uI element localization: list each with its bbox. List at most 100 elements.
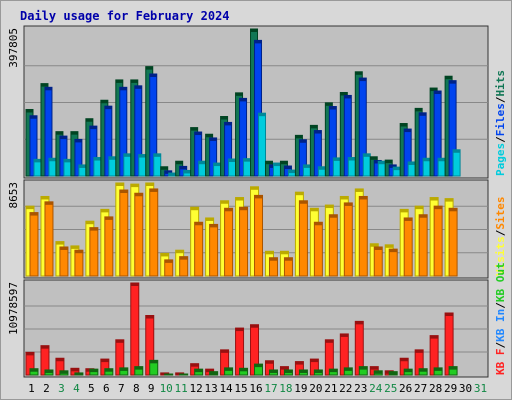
bar-cap xyxy=(70,245,79,249)
bar-cap xyxy=(445,312,454,316)
legend-entry: Hits xyxy=(494,70,507,97)
bar-cap xyxy=(314,369,323,373)
bar-sites-day-19 xyxy=(298,200,308,277)
bar-cap xyxy=(404,369,413,373)
bar-cap xyxy=(115,79,123,83)
bar-cap xyxy=(359,78,367,82)
bar-cap xyxy=(344,367,353,371)
bar-cap xyxy=(434,91,442,95)
bar-cap xyxy=(430,335,439,339)
bar-cap xyxy=(89,227,98,231)
bar-cap xyxy=(130,79,138,83)
bar-cap xyxy=(250,186,259,190)
legend-entry: / xyxy=(494,136,507,143)
x-tick-label-day-8: 8 xyxy=(133,382,140,395)
bar-cap xyxy=(59,246,68,250)
bar-cap xyxy=(194,132,202,136)
bar-cap xyxy=(30,212,38,216)
bar-cap xyxy=(325,205,334,209)
bar-cap xyxy=(198,161,206,165)
bar-cap xyxy=(359,196,368,200)
bar-cap xyxy=(295,135,303,139)
bar-cap xyxy=(55,131,63,135)
bar-cap xyxy=(430,88,438,92)
bar-cap xyxy=(179,374,188,375)
bar-cap xyxy=(104,106,112,110)
bar-sites-day-25 xyxy=(388,248,398,277)
bar-cap xyxy=(295,192,304,196)
bar-cap xyxy=(449,366,458,370)
bar-cap xyxy=(224,208,233,212)
bar-cap xyxy=(40,345,49,349)
bar-cap xyxy=(104,216,113,220)
bar-cap xyxy=(355,71,363,75)
y-max-label: 8653 xyxy=(7,182,20,209)
bar-cap xyxy=(26,206,34,210)
bar-cap xyxy=(149,74,157,78)
bar-sites-day-20 xyxy=(313,221,323,277)
x-tick-label-day-5: 5 xyxy=(88,382,95,395)
bar-cap xyxy=(209,371,218,375)
bar-cap xyxy=(348,157,356,161)
x-tick-label-day-26: 26 xyxy=(399,382,412,395)
bar-cap xyxy=(254,40,262,44)
bar-cap xyxy=(419,112,427,116)
bar-cap xyxy=(235,92,243,96)
bar-cap xyxy=(224,367,233,371)
bar-sites-day-21 xyxy=(328,214,338,277)
bar-cap xyxy=(340,196,349,200)
bar-cap xyxy=(359,366,368,370)
bar-cap xyxy=(115,339,124,343)
bar-cap xyxy=(89,126,97,130)
x-tick-label-day-1: 1 xyxy=(28,382,35,395)
y-max-label: 397805 xyxy=(7,28,20,68)
bar-cap xyxy=(404,217,413,221)
bar-cap xyxy=(269,257,278,261)
bar-sites-day-23 xyxy=(358,195,368,277)
chart-title: Daily usage for February 2024 xyxy=(20,9,230,23)
bar-cap xyxy=(194,369,203,373)
bar-cap xyxy=(378,161,386,165)
bar-cap xyxy=(370,366,379,370)
bar-cap xyxy=(30,368,38,372)
bar-cap xyxy=(423,158,431,162)
bar-cap xyxy=(48,158,56,162)
bar-cap xyxy=(190,207,199,211)
bar-cap xyxy=(434,206,443,210)
x-tick-label-day-31: 31 xyxy=(474,382,487,395)
bar-sites-day-27 xyxy=(418,214,428,277)
bar-cap xyxy=(340,333,349,337)
bar-kb-f-day-29 xyxy=(444,312,454,376)
bar-cap xyxy=(434,367,443,371)
bar-cap xyxy=(363,153,371,157)
bar-cap xyxy=(299,139,307,143)
bar-cap xyxy=(34,159,41,163)
bar-cap xyxy=(145,315,154,319)
bar-cap xyxy=(239,368,248,372)
bar-cap xyxy=(164,170,172,174)
bar-cap xyxy=(408,161,416,165)
bar-cap xyxy=(145,66,153,70)
bar-cap xyxy=(329,214,338,218)
bar-cap xyxy=(175,250,184,254)
x-tick-label-day-20: 20 xyxy=(309,382,322,395)
bar-cap xyxy=(325,102,333,106)
x-tick-label-day-6: 6 xyxy=(103,382,110,395)
bar-cap xyxy=(100,209,109,213)
bar-cap xyxy=(209,224,218,228)
x-tick-label-day-3: 3 xyxy=(58,382,65,395)
bar-sites-day-3 xyxy=(59,246,69,277)
bar-cap xyxy=(224,122,232,126)
bar-sites-day-24 xyxy=(373,246,383,277)
bar-cap xyxy=(209,137,217,141)
bar-cap xyxy=(130,184,139,188)
bar-cap xyxy=(355,321,364,325)
bar-cap xyxy=(160,253,169,257)
bar-cap xyxy=(40,196,49,200)
bar-cap xyxy=(153,153,161,157)
legend: Visits/Sites xyxy=(494,197,507,277)
bar-cap xyxy=(179,256,188,260)
bar-cap xyxy=(30,115,37,119)
bar-cap xyxy=(389,371,398,375)
bar-cap xyxy=(329,369,338,373)
